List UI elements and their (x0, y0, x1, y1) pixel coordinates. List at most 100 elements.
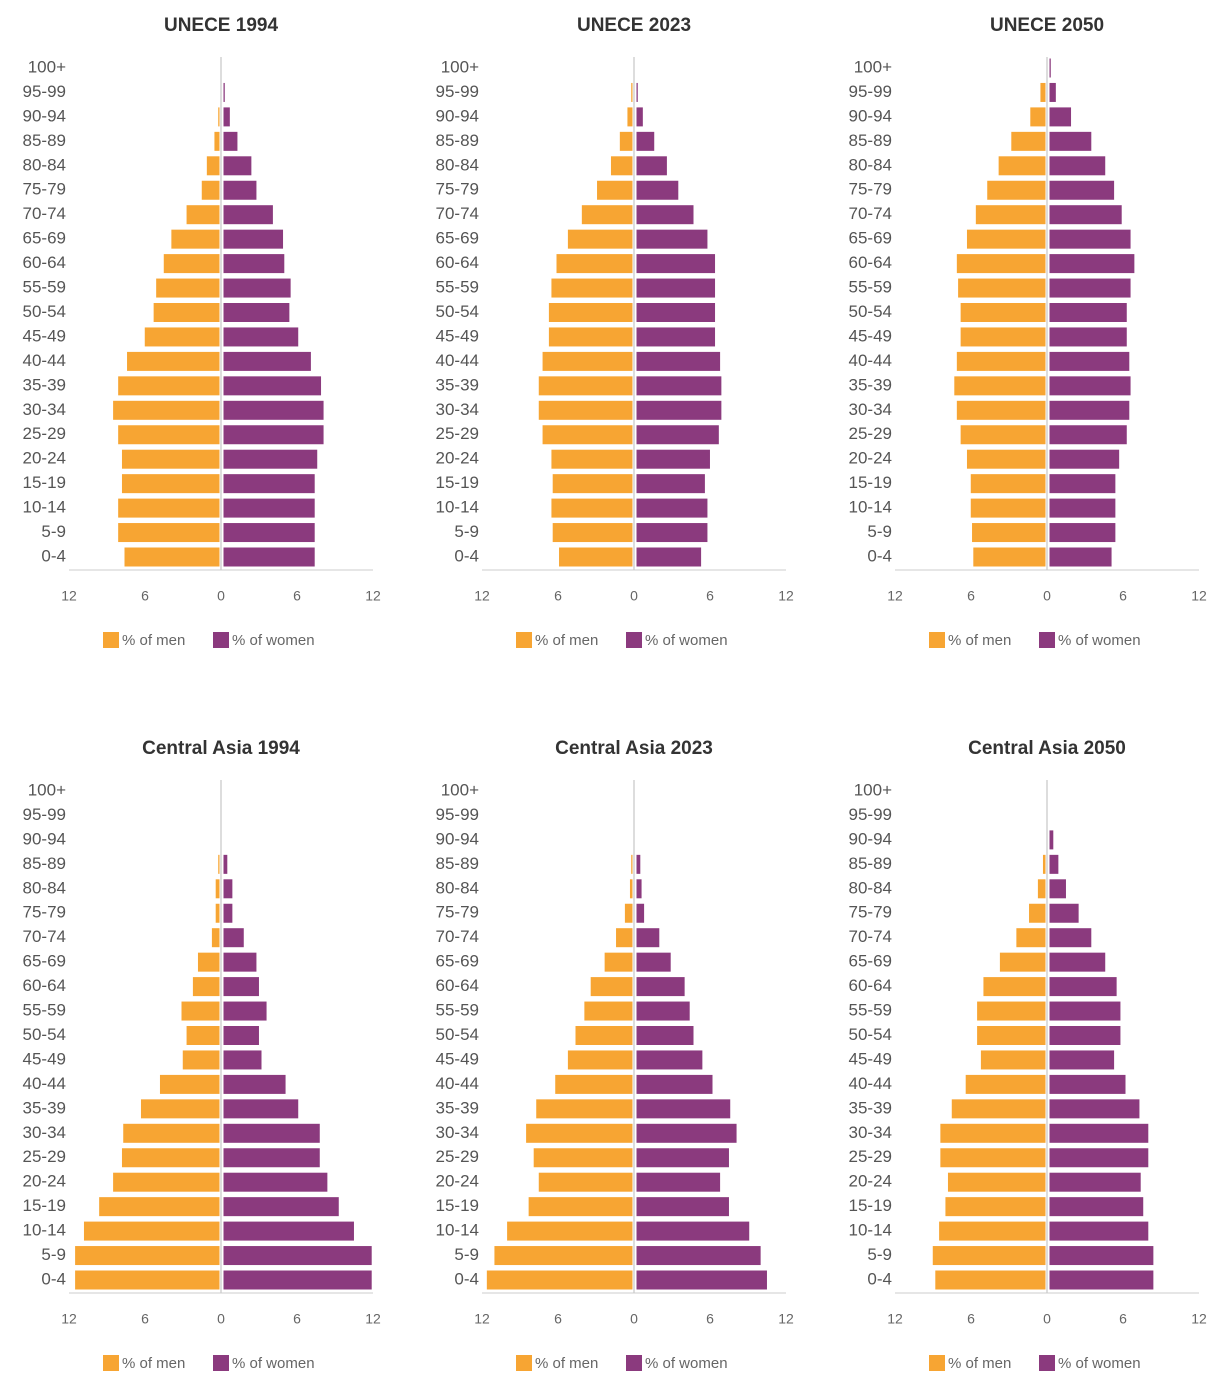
y-tick-label: 50-54 (436, 302, 479, 321)
y-tick-label: 85-89 (849, 854, 892, 873)
legend-label: % of men (948, 1355, 1011, 1372)
legend-label: % of men (535, 1355, 598, 1372)
bar (636, 156, 667, 176)
y-tick-label: 10-14 (849, 1221, 892, 1240)
x-tick-label: 12 (1191, 1311, 1207, 1327)
bar (211, 928, 220, 948)
bar (584, 1001, 633, 1021)
y-tick-label: 60-64 (23, 976, 66, 995)
bar (121, 1148, 220, 1168)
bar (1049, 854, 1059, 874)
y-tick-label: 0-4 (454, 1269, 479, 1288)
y-tick-label: 95-99 (436, 82, 479, 101)
bar (223, 547, 315, 567)
y-tick-label: 95-99 (23, 805, 66, 824)
bar (551, 498, 633, 518)
bar (636, 400, 722, 420)
y-tick-label: 100+ (854, 57, 892, 76)
bar (1049, 1099, 1140, 1119)
bar (1049, 523, 1116, 543)
bar (223, 952, 257, 972)
y-tick-label: 35-39 (436, 1098, 479, 1117)
bar (552, 474, 633, 494)
legend-label: % of women (1058, 1355, 1141, 1372)
bar (1042, 854, 1046, 874)
y-tick-label: 15-19 (23, 1196, 66, 1215)
legend-swatch (626, 632, 642, 648)
bar (627, 107, 633, 127)
bar (526, 1123, 633, 1143)
bar (223, 107, 230, 127)
bar (636, 903, 645, 923)
y-tick-label: 50-54 (849, 302, 892, 321)
bar (1049, 82, 1056, 102)
bar (1049, 1050, 1115, 1070)
bar (1049, 547, 1112, 567)
y-tick-label: 35-39 (23, 1098, 66, 1117)
bar (551, 449, 633, 469)
bar (636, 1148, 729, 1168)
y-tick-label: 85-89 (436, 854, 479, 873)
bar (1049, 229, 1131, 249)
bar (171, 229, 220, 249)
bar (965, 1074, 1046, 1094)
x-tick-label: 6 (141, 588, 149, 604)
y-tick-label: 60-64 (436, 976, 479, 995)
bar (610, 156, 633, 176)
bar (528, 1197, 633, 1217)
y-tick-label: 35-39 (23, 375, 66, 394)
bar (218, 854, 220, 874)
y-tick-label: 90-94 (436, 106, 479, 125)
y-tick-label: 40-44 (23, 1074, 66, 1093)
bar (223, 977, 259, 997)
bar (966, 449, 1046, 469)
y-tick-label: 100+ (854, 780, 892, 799)
bar (548, 303, 633, 322)
legend-label: % of women (232, 632, 315, 649)
y-tick-label: 25-29 (436, 1147, 479, 1166)
bar (636, 303, 716, 322)
y-tick-label: 90-94 (23, 829, 66, 848)
bar (121, 449, 220, 469)
bar (223, 928, 244, 948)
y-tick-label: 90-94 (23, 106, 66, 125)
bar (83, 1221, 220, 1241)
y-tick-label: 20-24 (23, 449, 66, 468)
bar (181, 1001, 220, 1021)
bar (975, 205, 1046, 225)
y-tick-label: 45-49 (849, 326, 892, 345)
y-tick-label: 20-24 (849, 449, 892, 468)
x-tick-label: 6 (706, 588, 714, 604)
bar (1049, 376, 1131, 396)
chart-title: UNECE 1994 (164, 15, 278, 36)
bar (604, 952, 633, 972)
bar (1016, 928, 1046, 948)
bar (223, 879, 233, 899)
bar (636, 1246, 761, 1266)
y-tick-label: 40-44 (436, 351, 479, 370)
bar (977, 1001, 1046, 1021)
y-tick-label: 75-79 (23, 903, 66, 922)
x-tick-label: 12 (365, 588, 381, 604)
y-tick-label: 25-29 (849, 1147, 892, 1166)
y-tick-label: 5-9 (41, 522, 66, 541)
x-tick-label: 12 (61, 1311, 77, 1327)
bar (636, 376, 722, 396)
bar (619, 131, 633, 151)
bar (960, 303, 1046, 322)
y-tick-label: 80-84 (436, 878, 479, 897)
legend-label: % of men (122, 1355, 185, 1372)
y-tick-label: 90-94 (849, 829, 892, 848)
bar (956, 400, 1046, 420)
y-tick-label: 65-69 (436, 952, 479, 971)
bar (538, 376, 633, 396)
bar (163, 254, 220, 274)
bar (983, 977, 1046, 997)
y-tick-label: 90-94 (436, 829, 479, 848)
bar (636, 474, 705, 494)
y-tick-label: 90-94 (849, 106, 892, 125)
bar (559, 547, 633, 567)
bar (636, 1026, 694, 1045)
x-tick-label: 6 (967, 1311, 975, 1327)
x-tick-label: 0 (1043, 588, 1051, 604)
